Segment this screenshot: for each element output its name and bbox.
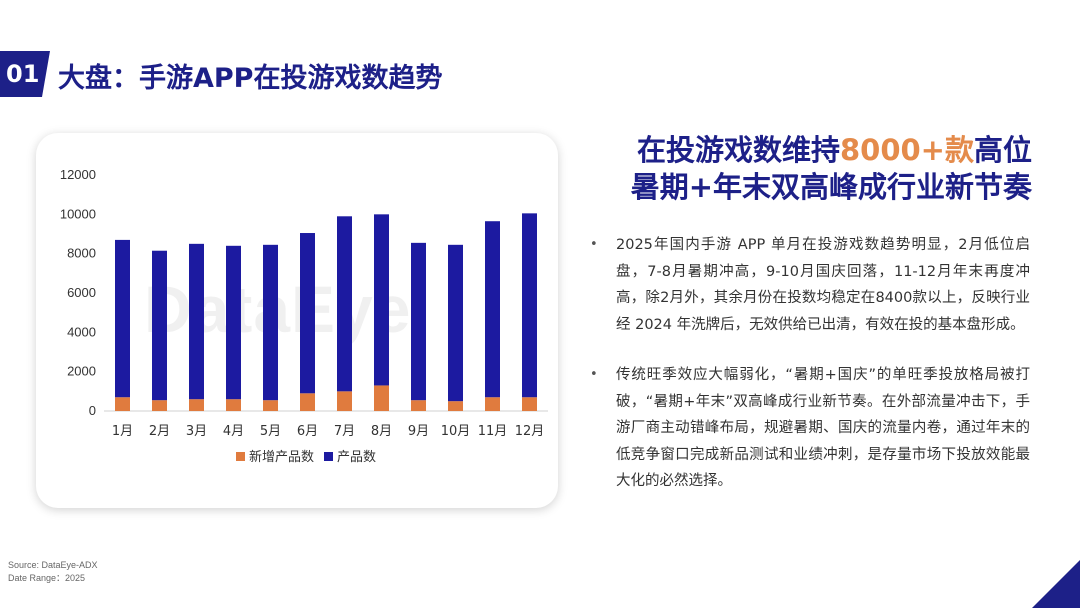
footer-source: Source: DataEye-ADX	[8, 560, 98, 570]
x-tick-label: 8月	[371, 424, 392, 439]
bar-products	[485, 221, 500, 398]
x-tick-label: 1月	[112, 424, 133, 439]
headline-suffix: 高位	[973, 133, 1032, 167]
y-tick-label: 2000	[67, 364, 96, 379]
x-tick-label: 5月	[260, 424, 281, 439]
bar-products	[300, 233, 315, 394]
bar-new-products	[300, 393, 315, 411]
bar-products	[115, 239, 130, 398]
x-tick-label: 11月	[478, 424, 508, 439]
x-tick-label: 2月	[149, 424, 170, 439]
bar-new-products	[448, 401, 463, 411]
bar-new-products	[263, 400, 278, 411]
bar-products	[448, 244, 463, 402]
bar-products	[263, 244, 278, 401]
footer-date-range: Date Range：2025	[8, 573, 86, 583]
bar-products	[411, 242, 426, 401]
corner-decoration	[1032, 560, 1080, 608]
bar-products	[189, 243, 204, 400]
bullet-text: 传统旺季效应大幅弱化，“暑期+国庆”的单旺季投放格局被打破，“暑期+年末”双高峰…	[616, 367, 1030, 489]
x-tick-label: 6月	[297, 424, 318, 439]
bar-products	[152, 250, 167, 401]
bar-products	[522, 213, 537, 398]
bullet-dot-icon: •	[590, 367, 598, 382]
headline-line-1: 在投游戏数维持8000+款高位	[562, 132, 1032, 169]
section-number-badge: 01	[0, 51, 50, 97]
y-tick-label: 10000	[60, 206, 96, 221]
headline: 在投游戏数维持8000+款高位 暑期+年末双高峰成行业新节奏	[562, 132, 1032, 206]
footer: Source: DataEye-ADX Date Range：2025	[8, 559, 98, 585]
bar-products	[374, 214, 389, 386]
chart-card: DataEye 0200040006000800010000120001月2月3…	[36, 133, 558, 508]
legend-label: 产品数	[337, 450, 376, 465]
x-tick-label: 10月	[441, 424, 471, 439]
page-title: 大盘：手游APP在投游戏数趋势	[58, 62, 443, 94]
bar-new-products	[115, 397, 130, 411]
bullet-dot-icon: •	[590, 237, 598, 252]
bar-new-products	[522, 397, 537, 411]
section-number: 01	[6, 60, 40, 88]
y-tick-label: 8000	[67, 246, 96, 261]
bar-new-products	[374, 385, 389, 411]
bar-products	[226, 245, 241, 400]
x-tick-label: 3月	[186, 424, 207, 439]
bullet-list: • 2025年国内手游 APP 单月在投游戏数趋势明显，2月低位启盘，7-8月暑…	[590, 232, 1030, 519]
x-tick-label: 4月	[223, 424, 244, 439]
y-tick-label: 12000	[60, 167, 96, 182]
bullet-text: 2025年国内手游 APP 单月在投游戏数趋势明显，2月低位启盘，7-8月暑期冲…	[616, 237, 1030, 333]
headline-line-2: 暑期+年末双高峰成行业新节奏	[630, 170, 1032, 204]
y-tick-label: 4000	[67, 324, 96, 339]
bar-new-products	[226, 399, 241, 411]
x-tick-label: 12月	[515, 424, 545, 439]
bullet-item: • 2025年国内手游 APP 单月在投游戏数趋势明显，2月低位启盘，7-8月暑…	[590, 232, 1030, 338]
bar-new-products	[152, 400, 167, 411]
bar-products	[337, 216, 352, 392]
headline-prefix: 在投游戏数维持	[636, 133, 840, 167]
legend-swatch	[324, 452, 333, 461]
legend-label: 新增产品数	[249, 449, 314, 465]
y-tick-label: 0	[89, 403, 96, 418]
bar-new-products	[337, 391, 352, 411]
bar-new-products	[485, 397, 500, 411]
bar-chart: 0 2000 4000 6000 8000 10000 12000 1月 2月 3月 4月 5月 6月 7…	[60, 167, 548, 465]
legend-swatch	[236, 452, 245, 461]
x-tick-label: 7月	[334, 424, 355, 439]
bullet-item: • 传统旺季效应大幅弱化，“暑期+国庆”的单旺季投放格局被打破，“暑期+年末”双…	[590, 362, 1030, 495]
bar-new-products	[189, 399, 204, 411]
bar-new-products	[411, 400, 426, 411]
x-tick-label: 9月	[408, 424, 429, 439]
headline-highlight: 8000+款	[839, 133, 974, 167]
y-tick-label: 6000	[67, 285, 96, 300]
